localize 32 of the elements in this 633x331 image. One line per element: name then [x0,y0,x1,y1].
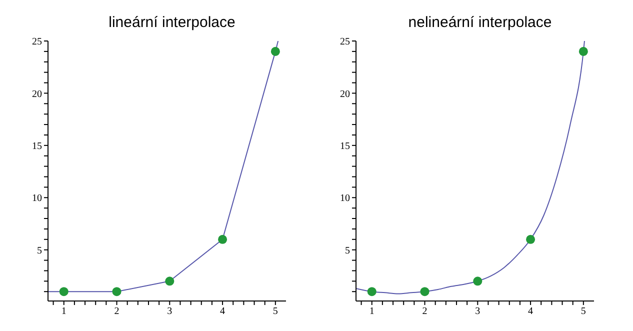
x-tick-label: 3 [475,306,480,318]
point [578,46,588,56]
x-tick-label: 2 [422,306,428,318]
y-tick-label: 5 [37,245,42,256]
point [59,287,68,296]
y-tick-label: 20 [340,88,350,100]
chart-title: nelineární interpolace [407,14,553,31]
point [165,276,174,286]
x-tick-label: 1 [369,306,374,318]
x-tick-label: 5 [580,306,586,318]
x-tick-label: 3 [167,306,172,318]
y-tick-label: 25 [340,36,350,48]
y-tick-label: 20 [32,88,42,100]
y-tick-label: 10 [32,193,42,204]
point [270,46,280,56]
point [473,276,482,286]
point [112,287,122,296]
y-tick-label: 15 [340,140,350,152]
y-tick-label: 15 [32,140,42,152]
x-tick-label: 1 [61,306,66,318]
chart-title: lineární interpolace [108,14,236,31]
point [526,234,536,244]
x-tick-label: 5 [272,306,278,318]
x-tick-label: 4 [528,306,534,318]
y-tick-label: 25 [32,36,42,48]
point [367,287,376,296]
x-tick-label: 4 [220,306,226,318]
point [420,287,430,296]
y-tick-label: 10 [340,193,350,204]
y-tick-label: 5 [345,245,350,256]
point [218,234,228,244]
x-tick-label: 2 [114,306,120,318]
